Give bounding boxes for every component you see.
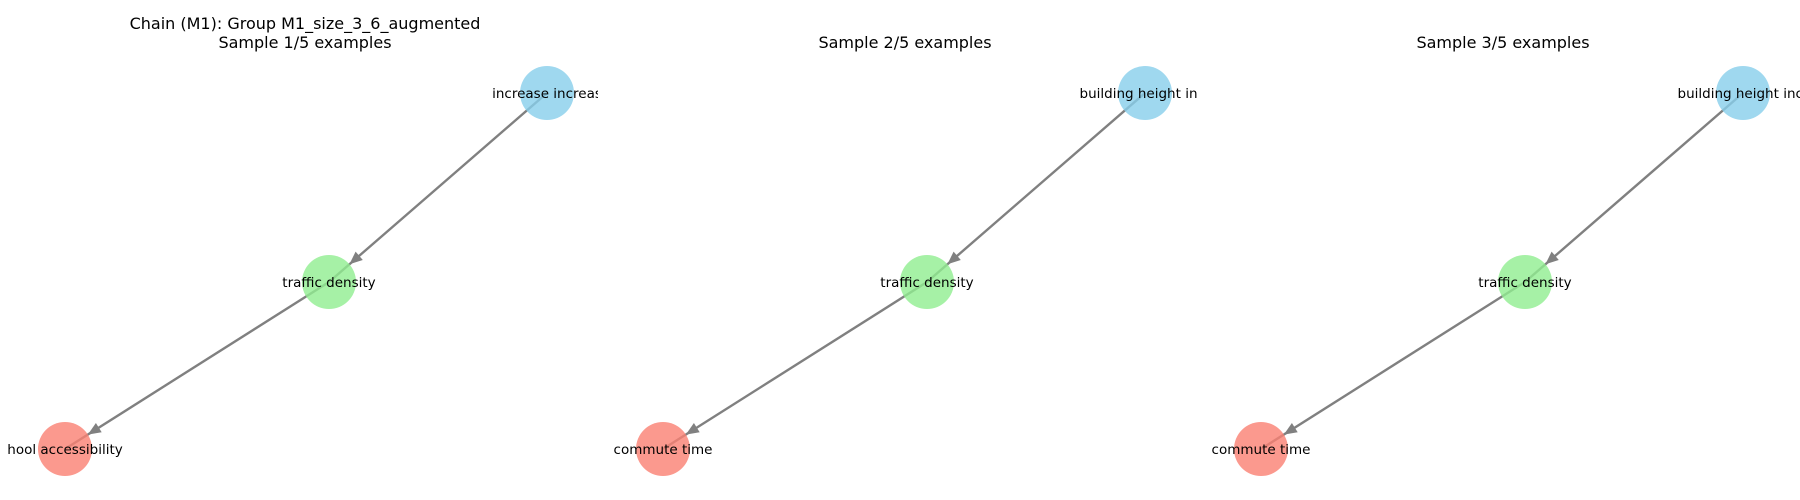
panel-title: Sample 3/5 examples <box>1416 33 1589 52</box>
arrowhead-mid-to-bot <box>87 423 102 435</box>
edge-top-to-mid <box>328 92 548 283</box>
edge-mid-to-bot <box>64 280 330 451</box>
node-label-target: commute time <box>1212 442 1311 458</box>
node-label-source: building height incr <box>1678 86 1800 102</box>
edge-top-to-mid <box>926 92 1146 283</box>
node-label-source: building height incr <box>1080 86 1211 102</box>
panel-2: Sample 2/5 examples building height incr… <box>614 33 1211 476</box>
node-source <box>520 66 574 120</box>
node-mediator <box>1498 255 1552 309</box>
arrowhead-mid-to-bot <box>685 423 700 435</box>
panel-title: Sample 1/5 examples <box>218 33 391 52</box>
edge-mid-to-bot <box>662 280 928 451</box>
panel-title: Sample 2/5 examples <box>818 33 991 52</box>
node-label-target: commute time <box>614 442 713 458</box>
edge-mid-to-bot <box>1260 280 1526 451</box>
node-label-target: hool accessibility <box>7 442 122 458</box>
arrowhead-top-to-mid <box>349 251 363 265</box>
node-source <box>1716 66 1770 120</box>
edge-top-to-mid <box>1524 92 1744 283</box>
panel-3: Sample 3/5 examples building height incr… <box>1212 33 1800 476</box>
node-target <box>38 422 92 476</box>
node-mediator <box>900 255 954 309</box>
arrowhead-top-to-mid <box>947 251 961 265</box>
node-label-mediator: traffic density <box>880 275 973 291</box>
node-label-source: increase increas <box>492 86 602 102</box>
panel-1: Sample 1/5 examples increase increas tra… <box>7 33 602 476</box>
node-label-mediator: traffic density <box>282 275 375 291</box>
node-label-mediator: traffic density <box>1478 275 1571 291</box>
node-mediator <box>302 255 356 309</box>
node-target <box>1234 422 1288 476</box>
arrowhead-mid-to-bot <box>1283 423 1298 435</box>
arrowhead-top-to-mid <box>1545 251 1559 265</box>
figure-suptitle: Chain (M1): Group M1_size_3_6_augmented <box>130 14 481 34</box>
node-source <box>1118 66 1172 120</box>
node-target <box>636 422 690 476</box>
